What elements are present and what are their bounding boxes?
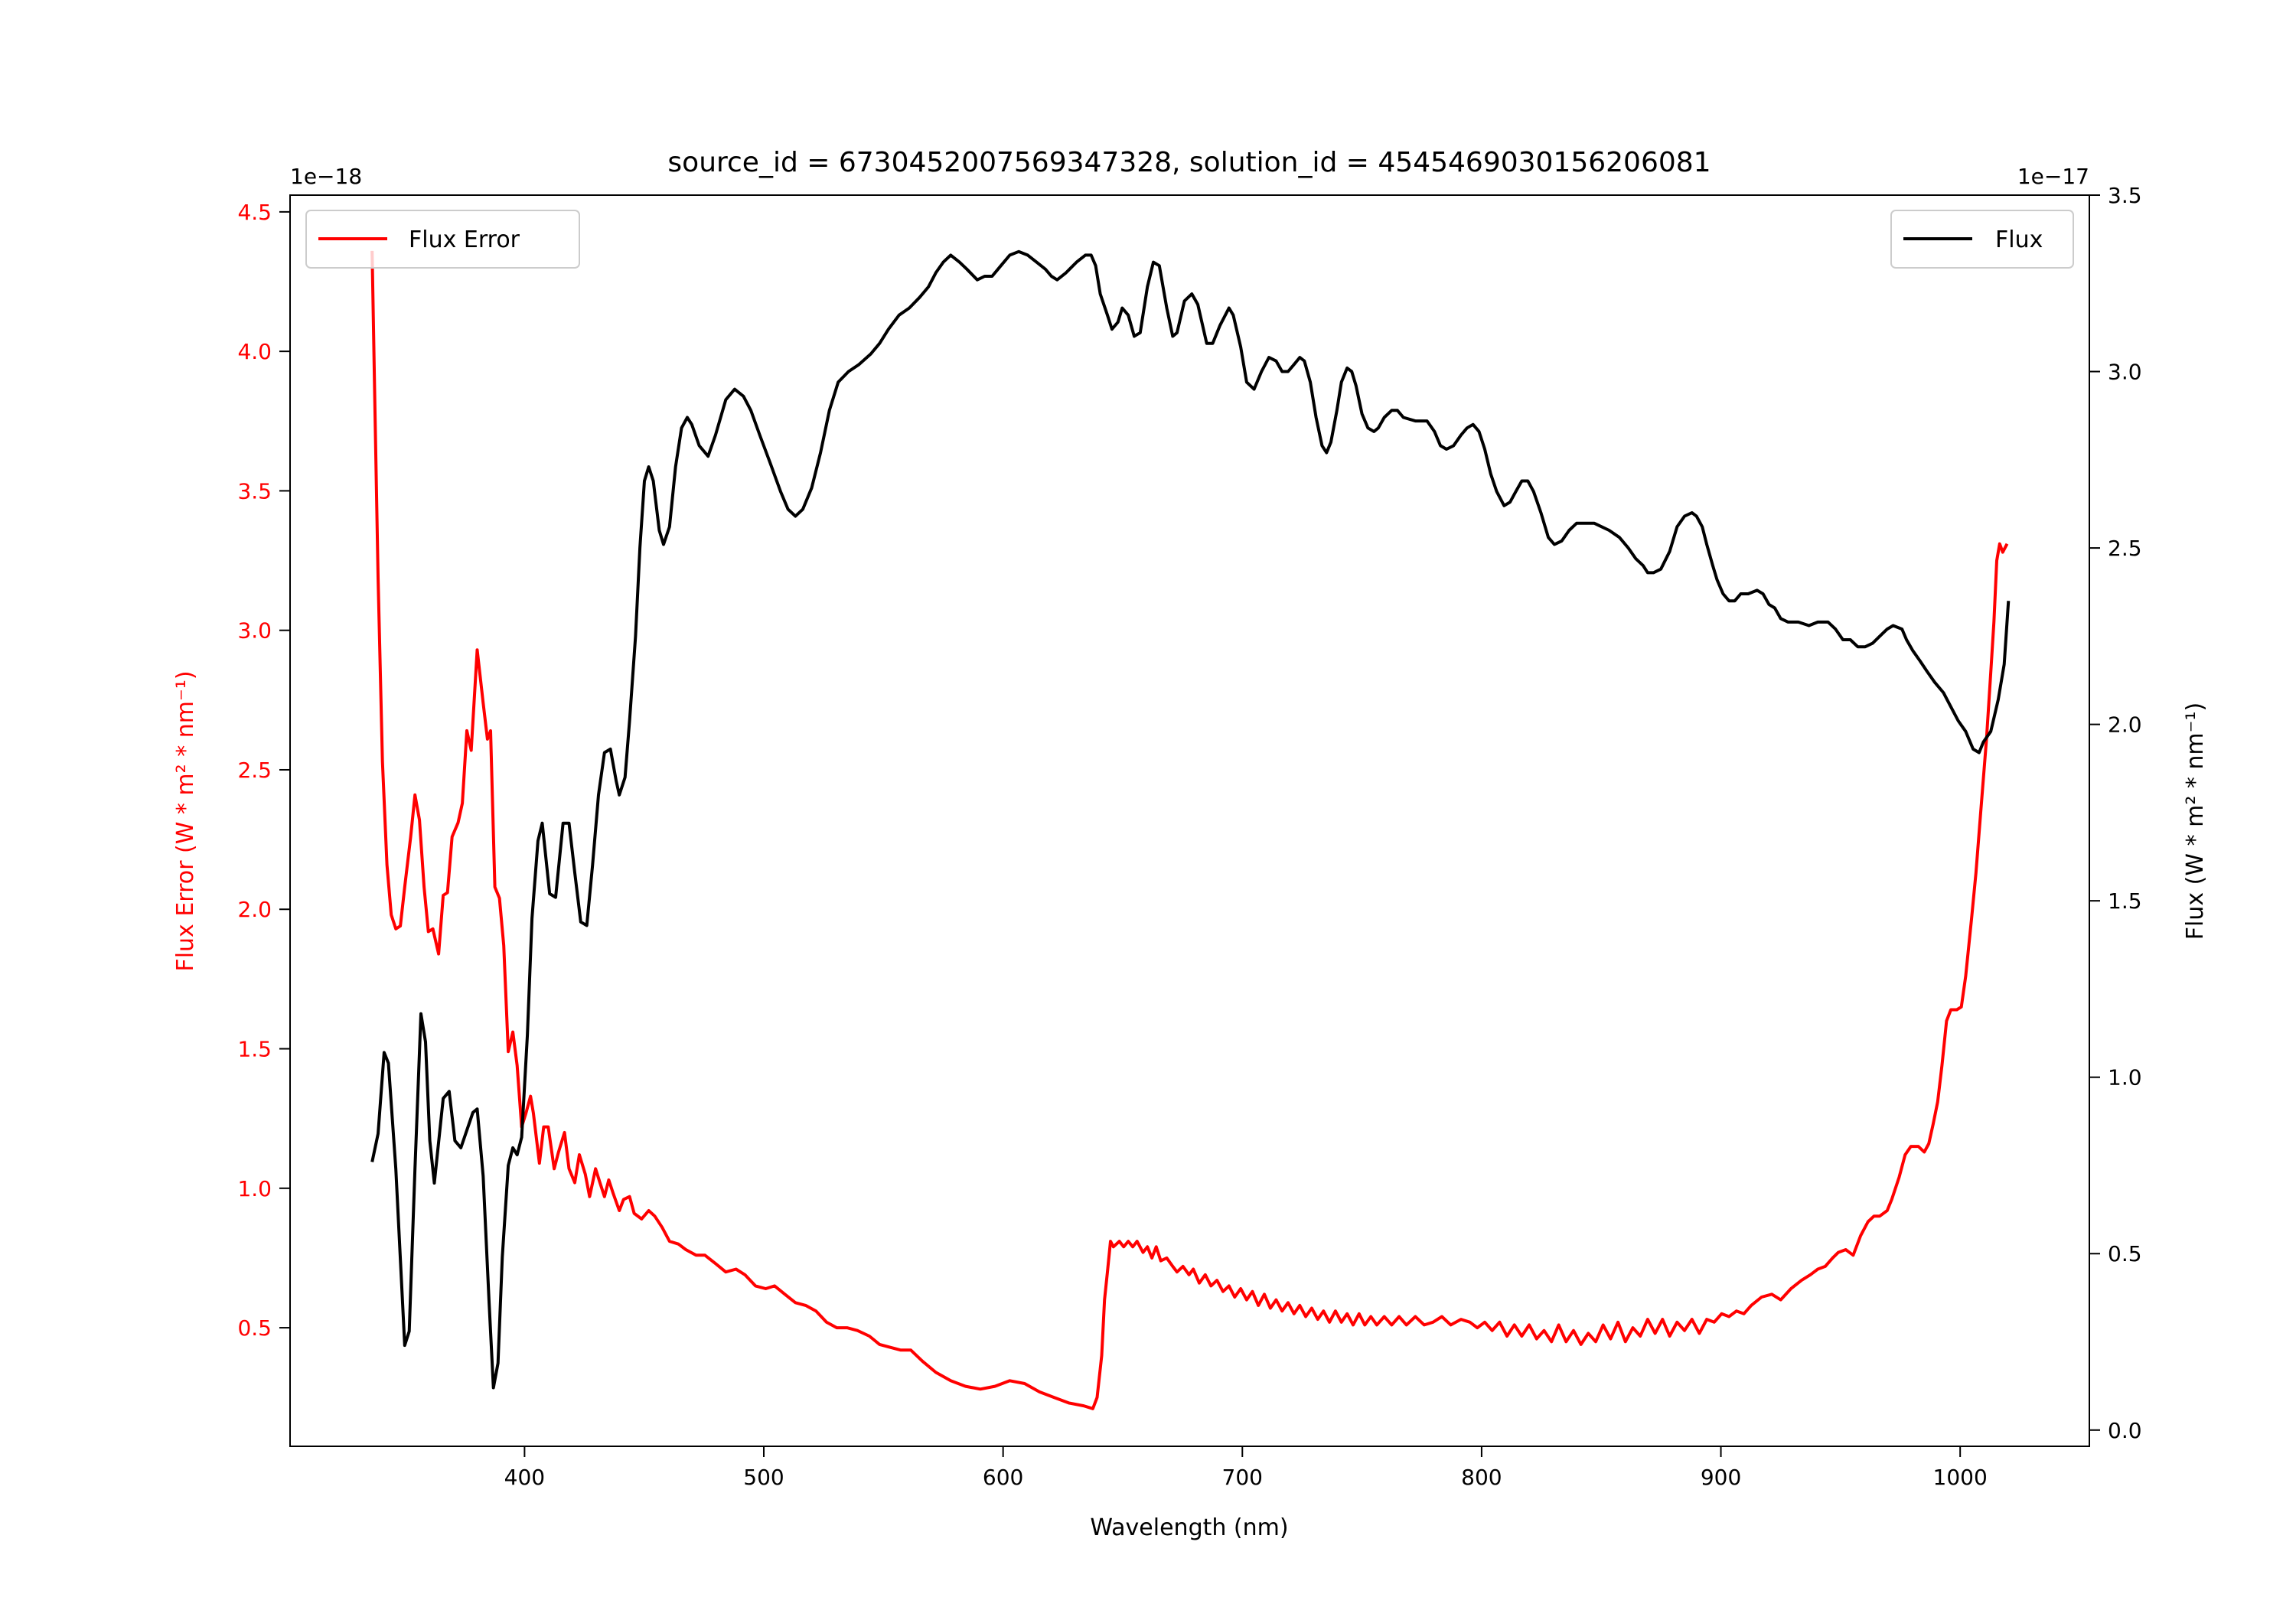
left-offset-text: 1e−18 bbox=[290, 164, 362, 189]
right-y-tick-label: 0.5 bbox=[2108, 1241, 2142, 1266]
left-y-tick-label: 4.0 bbox=[237, 339, 272, 364]
x-tick-label: 400 bbox=[504, 1465, 545, 1490]
right-y-tick-label: 2.5 bbox=[2108, 536, 2142, 561]
x-tick-label: 500 bbox=[743, 1465, 784, 1490]
legend-label-flux: Flux bbox=[1995, 227, 2043, 253]
left-y-tick-label: 0.5 bbox=[237, 1315, 272, 1341]
left-y-tick-label: 4.5 bbox=[237, 200, 272, 225]
x-tick-label: 1000 bbox=[1933, 1465, 1988, 1490]
legend-label-flux-error: Flux Error bbox=[409, 227, 520, 253]
series-layer bbox=[370, 249, 2011, 1410]
legend-flux-error: Flux Error bbox=[305, 210, 580, 269]
left-y-tick-label: 1.5 bbox=[237, 1037, 272, 1062]
left-y-axis-label: Flux Error (W * m² * nm⁻¹) bbox=[172, 670, 199, 971]
right-y-tick-label: 1.5 bbox=[2108, 888, 2142, 914]
chart-title: source_id = 6730452007569347328, solutio… bbox=[667, 147, 1711, 178]
right-offset-text: 1e−17 bbox=[2017, 164, 2089, 189]
x-axis: 400 500 600 700 800 900 1000 bbox=[504, 1446, 1988, 1490]
left-y-tick-label: 3.0 bbox=[237, 618, 272, 644]
plot-frame bbox=[289, 194, 2090, 1447]
left-y-tick-label: 1.0 bbox=[237, 1176, 272, 1201]
right-y-tick-label: 2.0 bbox=[2108, 712, 2142, 738]
x-tick-label: 800 bbox=[1461, 1465, 1502, 1490]
legend-flux: Flux bbox=[1890, 210, 2074, 269]
right-y-axis: 0.0 0.5 1.0 1.5 2.0 2.5 3.0 3.5 bbox=[2089, 183, 2142, 1443]
right-y-tick-label: 0.0 bbox=[2108, 1418, 2142, 1443]
left-y-tick-label: 2.5 bbox=[237, 758, 272, 783]
x-tick-label: 700 bbox=[1222, 1465, 1263, 1490]
right-y-tick-label: 1.0 bbox=[2108, 1065, 2142, 1090]
x-axis-label: Wavelength (nm) bbox=[1090, 1514, 1288, 1541]
left-y-tick-label: 3.5 bbox=[237, 478, 272, 504]
x-tick-label: 900 bbox=[1701, 1465, 1741, 1490]
left-y-tick-label: 2.0 bbox=[237, 897, 272, 922]
right-y-axis-label: Flux (W * m² * nm⁻¹) bbox=[2182, 702, 2209, 940]
series-line-flux-error bbox=[370, 250, 2009, 1410]
right-y-tick-label: 3.0 bbox=[2108, 360, 2142, 385]
legend-box bbox=[305, 210, 580, 269]
left-y-axis: 0.5 1.0 1.5 2.0 2.5 3.0 3.5 4.0 4.5 bbox=[237, 200, 290, 1341]
series-line-flux bbox=[370, 249, 2011, 1390]
right-y-tick-label: 3.5 bbox=[2108, 183, 2142, 208]
legend-box bbox=[1890, 210, 2074, 269]
x-tick-label: 600 bbox=[983, 1465, 1023, 1490]
